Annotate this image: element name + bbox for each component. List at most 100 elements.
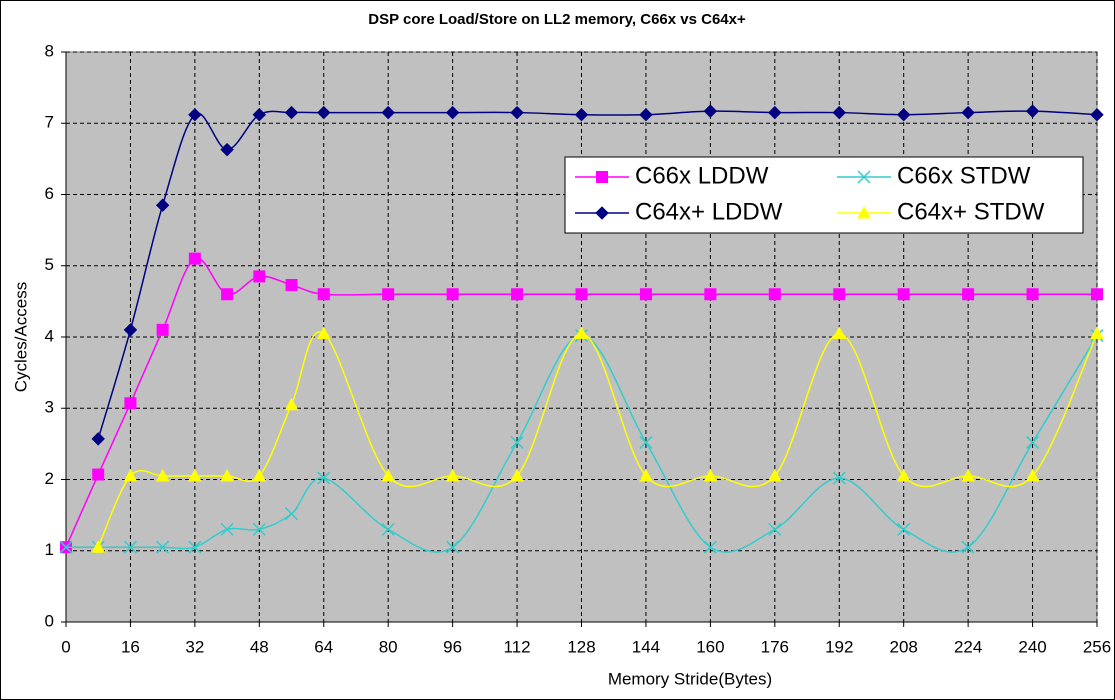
marker [833, 288, 846, 301]
x-tick-label: 80 [379, 637, 398, 656]
x-tick-label: 128 [567, 637, 595, 656]
marker [92, 468, 105, 481]
y-tick-label: 4 [45, 326, 54, 345]
marker [446, 540, 460, 554]
legend-box [564, 156, 1084, 234]
marker [832, 105, 846, 120]
marker [188, 107, 202, 122]
marker [221, 288, 234, 301]
marker [962, 288, 975, 301]
x-tick-label: 224 [954, 637, 982, 656]
marker [155, 468, 170, 482]
marker [1025, 468, 1040, 482]
x-tick-label: 48 [250, 637, 269, 656]
marker [768, 288, 781, 301]
marker [285, 507, 299, 521]
marker [639, 468, 653, 482]
marker [252, 522, 266, 536]
marker [252, 468, 267, 482]
marker [961, 105, 975, 120]
marker [381, 522, 395, 536]
marker [1025, 104, 1040, 118]
marker [1090, 326, 1104, 339]
x-tick-label: 32 [185, 637, 204, 656]
y-tick-label: 5 [45, 255, 54, 274]
x-tick-label: 16 [121, 637, 140, 656]
y-tick-label: 0 [45, 611, 54, 630]
x-tick-label: 208 [890, 637, 918, 656]
marker [703, 104, 718, 118]
y-tick-label: 8 [45, 41, 54, 60]
y-axis-label: Cycles/Access [11, 282, 30, 393]
marker [832, 326, 847, 339]
marker [188, 252, 201, 265]
marker [1026, 288, 1039, 301]
x-tick-label: 160 [696, 637, 724, 656]
marker [220, 522, 234, 536]
marker [897, 288, 910, 301]
x-axis-label: Memory Stride(Bytes) [608, 669, 772, 688]
chart-title: DSP core Load/Store on LL2 memory, C66x … [368, 11, 746, 28]
marker [703, 468, 718, 482]
marker [445, 105, 460, 120]
marker [156, 323, 169, 336]
marker [1090, 107, 1104, 122]
x-tick-label: 64 [314, 637, 333, 656]
x-tick-label: 96 [443, 637, 462, 656]
marker [639, 435, 653, 449]
marker [123, 468, 138, 482]
marker [768, 522, 782, 536]
marker [767, 468, 782, 482]
marker [832, 471, 846, 485]
marker [284, 105, 299, 120]
marker [188, 540, 202, 554]
marker [768, 105, 782, 120]
marker [896, 107, 911, 122]
marker [896, 468, 911, 482]
x-tick-label: 0 [61, 637, 70, 656]
marker [639, 288, 652, 301]
marker [446, 288, 459, 301]
marker [124, 397, 137, 410]
x-tick-label: 112 [504, 637, 531, 656]
legend-label: C64x+ LDDW [635, 198, 783, 225]
marker [59, 540, 73, 554]
marker [703, 540, 717, 554]
marker [317, 471, 331, 485]
marker [574, 107, 589, 122]
marker [156, 540, 170, 554]
x-tick-label: 176 [761, 637, 789, 656]
legend-label: C66x STDW [897, 162, 1031, 189]
marker [639, 107, 653, 122]
marker [1091, 288, 1103, 301]
marker [595, 206, 609, 220]
marker [285, 278, 298, 291]
legend-label: C66x LDDW [635, 162, 769, 189]
marker [596, 171, 608, 183]
y-tick-label: 7 [45, 113, 54, 132]
x-tick-label: 256 [1083, 637, 1111, 656]
y-tick-label: 2 [45, 469, 54, 488]
marker [316, 326, 331, 339]
marker [188, 468, 202, 482]
marker [91, 432, 105, 446]
marker [510, 468, 524, 482]
marker [252, 107, 267, 122]
marker [253, 270, 266, 283]
marker [220, 142, 234, 157]
x-tick-label: 192 [825, 637, 853, 656]
marker [155, 198, 170, 212]
x-tick-label: 144 [632, 637, 660, 656]
marker [961, 468, 975, 482]
marker [857, 170, 871, 184]
marker [1026, 435, 1040, 449]
marker [220, 468, 234, 482]
marker [381, 105, 395, 120]
legend: C66x LDDW C66x STDW C64x+ LDDW C64x+ STDW [564, 156, 1084, 234]
marker [381, 468, 396, 482]
marker [704, 288, 717, 301]
series-line [97, 110, 1098, 440]
marker [510, 105, 524, 120]
legend-label: C64x+ STDW [897, 198, 1045, 225]
